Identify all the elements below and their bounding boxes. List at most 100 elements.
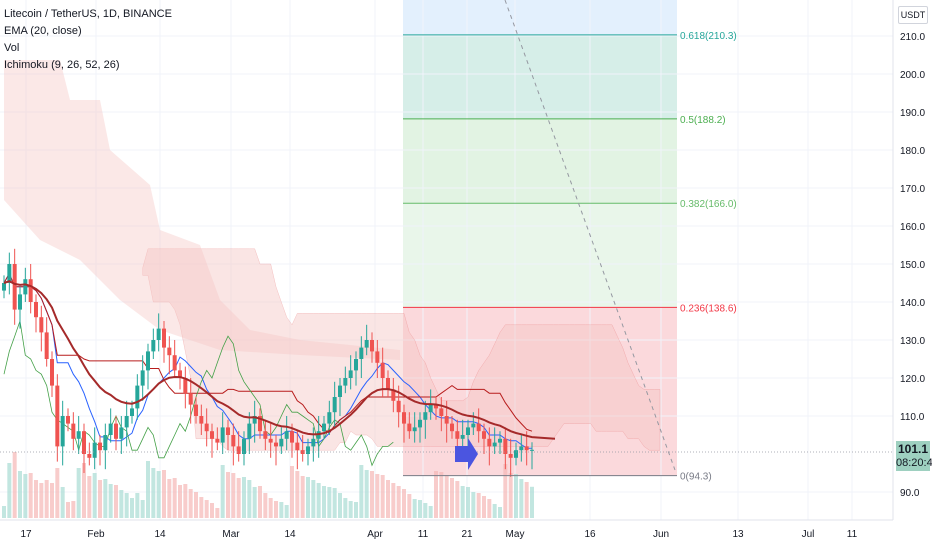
candle-body[interactable] <box>183 378 188 394</box>
candle-body[interactable] <box>322 423 326 432</box>
candle-body[interactable] <box>444 416 449 424</box>
candle-body[interactable] <box>103 435 108 451</box>
candle-body[interactable] <box>92 442 97 458</box>
candle-body[interactable] <box>167 347 172 356</box>
candle-body[interactable] <box>199 416 204 424</box>
candle-body[interactable] <box>476 423 481 432</box>
candle-body[interactable] <box>7 264 12 283</box>
candle-body[interactable] <box>28 279 33 302</box>
candle-body[interactable] <box>188 393 193 405</box>
candle-body[interactable] <box>300 450 305 454</box>
candle-body[interactable] <box>524 446 529 451</box>
candle-body[interactable] <box>172 355 177 371</box>
candle-body[interactable] <box>439 408 444 416</box>
candle-body[interactable] <box>23 279 28 295</box>
candle-body[interactable] <box>492 442 497 447</box>
candle-body[interactable] <box>156 328 161 340</box>
candle-body[interactable] <box>487 438 492 447</box>
candle-body[interactable] <box>279 438 284 447</box>
candle-body[interactable] <box>514 450 518 458</box>
trend-dashed-line[interactable] <box>504 0 676 471</box>
candle-body[interactable] <box>471 423 476 428</box>
candle-body[interactable] <box>327 412 332 424</box>
candle-body[interactable] <box>98 442 102 451</box>
ema-indicator-label[interactable]: EMA (20, close) <box>4 25 82 37</box>
candle-body[interactable] <box>76 431 81 439</box>
fib-zone[interactable] <box>403 203 677 308</box>
candle-body[interactable] <box>162 328 166 348</box>
candle-body[interactable] <box>18 294 22 310</box>
candle-body[interactable] <box>274 442 278 447</box>
candle-body[interactable] <box>34 302 38 318</box>
candle-body[interactable] <box>290 431 294 443</box>
candle-body[interactable] <box>236 446 241 454</box>
candle-body[interactable] <box>508 454 513 458</box>
arrow-right-icon[interactable] <box>455 438 478 470</box>
candle-body[interactable] <box>370 340 374 352</box>
candle-body[interactable] <box>247 423 252 439</box>
candle-body[interactable] <box>306 446 310 454</box>
candle-body[interactable] <box>66 416 70 424</box>
fib-zone[interactable] <box>403 34 677 119</box>
candle-body[interactable] <box>263 431 268 439</box>
candle-body[interactable] <box>140 370 145 386</box>
candle-body[interactable] <box>215 438 220 443</box>
candle-body[interactable] <box>380 362 385 378</box>
candle-body[interactable] <box>434 404 438 409</box>
candle-body[interactable] <box>130 408 134 416</box>
candle-body[interactable] <box>503 438 508 454</box>
candle-body[interactable] <box>124 416 129 428</box>
candle-body[interactable] <box>423 412 428 420</box>
fib-zone[interactable] <box>403 0 677 35</box>
candle-body[interactable] <box>114 423 118 439</box>
candle-body[interactable] <box>50 359 54 386</box>
candle-body[interactable] <box>396 400 401 413</box>
candle-body[interactable] <box>12 264 17 310</box>
candle-body[interactable] <box>530 449 534 451</box>
candle-body[interactable] <box>402 412 406 424</box>
ema-series[interactable] <box>3 280 556 440</box>
candle-body[interactable] <box>311 438 316 447</box>
candle-body[interactable] <box>466 427 470 435</box>
candle-body[interactable] <box>343 378 348 386</box>
candle-body[interactable] <box>151 340 156 352</box>
candle-body[interactable] <box>354 359 358 371</box>
candle-body[interactable] <box>71 423 76 439</box>
candle-body[interactable] <box>407 423 412 432</box>
candle-body[interactable] <box>87 454 92 458</box>
candle-body[interactable] <box>428 404 433 413</box>
candle-body[interactable] <box>204 423 209 432</box>
candle-body[interactable] <box>226 427 230 435</box>
candle-body[interactable] <box>386 378 390 390</box>
candle-body[interactable] <box>284 431 289 439</box>
candle-body[interactable] <box>220 427 225 443</box>
candle-body[interactable] <box>231 435 236 447</box>
vol-indicator-label[interactable]: Vol <box>4 42 20 54</box>
candle-body[interactable] <box>39 317 44 333</box>
candle-body[interactable] <box>178 370 182 378</box>
candle-body[interactable] <box>332 397 337 413</box>
candle-body[interactable] <box>119 427 124 439</box>
fib-zone[interactable] <box>403 118 677 204</box>
candle-body[interactable] <box>348 370 353 378</box>
candle-body[interactable] <box>498 438 502 443</box>
candle-body[interactable] <box>82 431 86 454</box>
candle-body[interactable] <box>210 431 214 439</box>
price-axis[interactable] <box>893 0 932 520</box>
candle-body[interactable] <box>364 340 369 348</box>
candle-body[interactable] <box>450 423 454 432</box>
candle-body[interactable] <box>482 431 486 439</box>
candle-body[interactable] <box>460 435 465 439</box>
candle-body[interactable] <box>418 419 422 428</box>
candle-body[interactable] <box>60 416 65 447</box>
candle-body[interactable] <box>455 431 460 439</box>
candle-body[interactable] <box>268 438 273 443</box>
candle-body[interactable] <box>242 438 246 454</box>
symbol-title[interactable]: Litecoin / TetherUS, 1D, BINANCE <box>4 8 172 20</box>
candle-body[interactable] <box>2 283 6 291</box>
candle-body[interactable] <box>135 385 140 409</box>
candle-body[interactable] <box>519 446 524 451</box>
candle-body[interactable] <box>194 404 198 416</box>
currency-badge[interactable]: USDT <box>898 6 928 24</box>
